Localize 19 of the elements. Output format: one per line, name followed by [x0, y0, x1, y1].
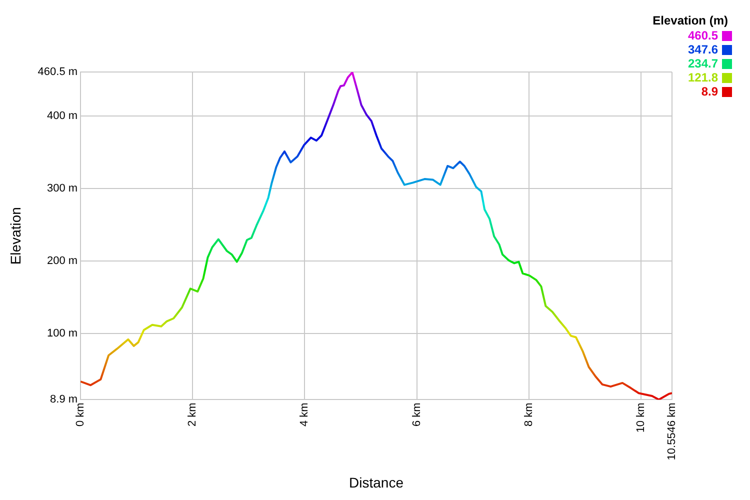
- color-bar-label: 121.8: [688, 70, 718, 84]
- y-tick-label: 460.5 m: [38, 66, 78, 78]
- y-tick-label: 100 m: [46, 328, 78, 340]
- x-axis-title: Distance: [349, 474, 404, 490]
- color-bar-label: 8.9: [701, 84, 718, 98]
- y-tick-label: 300 m: [46, 182, 78, 195]
- x-tick-label: 10.5546 km: [666, 402, 678, 460]
- x-tick-label: 10 km: [634, 402, 647, 433]
- color-bar-label: 460.5: [688, 28, 718, 42]
- x-tick-label: 8 km: [522, 402, 535, 427]
- y-tick-label: 200 m: [46, 255, 78, 268]
- x-tick-label: 4 km: [298, 402, 311, 427]
- y-tick-label: 400 m: [46, 110, 78, 122]
- color-bar-label: 347.6: [688, 42, 718, 56]
- y-axis-title: Elevation: [7, 207, 24, 265]
- color-bar-title: Elevation (m): [652, 13, 728, 28]
- x-tick-label: 2 km: [186, 402, 199, 427]
- color-bar-label: 234.7: [688, 56, 718, 70]
- x-tick-label: 6 km: [410, 402, 423, 427]
